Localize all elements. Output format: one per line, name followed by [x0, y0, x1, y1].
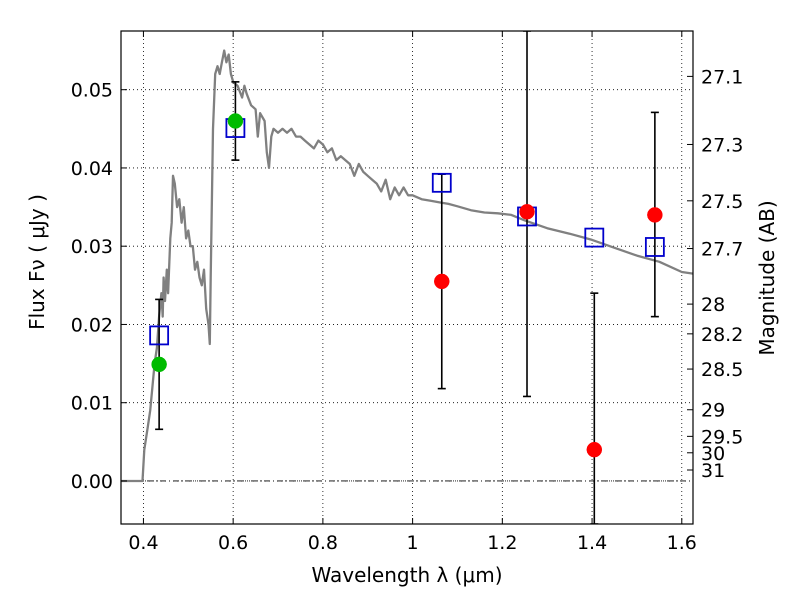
y-tick-label: 0.03: [71, 236, 113, 258]
observed-photometry-markers: [151, 113, 663, 458]
y-tick-label: 0.04: [71, 158, 113, 180]
x-tick-label: 1.6: [667, 532, 697, 554]
y-axis-label: Flux Fν ( μJy ): [25, 194, 49, 330]
model-sed-path: [121, 49, 693, 483]
model-sed-line: [121, 49, 693, 483]
magnitude-tick-label: 27.3: [701, 134, 743, 156]
model-photometry-square: [149, 325, 170, 346]
observed-photometry-point: [647, 207, 663, 223]
magnitude-tick-label: 29.5: [701, 426, 743, 448]
y-tick-label: 0.02: [71, 314, 113, 336]
y-axis-ticks: 0.00 0.01 0.02 0.03 0.04 0.05: [71, 80, 127, 493]
observed-photometry-point: [519, 204, 535, 220]
magnitude-tick-label: 27.5: [701, 191, 743, 213]
magnitude-tick-label: 27.1: [701, 66, 743, 88]
plot-frame: [120, 30, 694, 525]
x-tick-label: 0.4: [128, 532, 158, 554]
magnitude-tick-label: 31: [701, 460, 725, 482]
magnitude-tick-label: 28.2: [701, 324, 743, 346]
y-tick-label: 0.05: [71, 80, 113, 102]
model-photometry-square: [431, 172, 452, 193]
model-photometry-square: [584, 227, 605, 248]
x-axis-label: Wavelength λ (μm): [311, 563, 502, 587]
x-tick-label: 1.4: [577, 532, 607, 554]
plot-background: [121, 31, 693, 524]
x-tick-label: 1: [407, 532, 419, 554]
x-tick-label: 0.6: [218, 532, 248, 554]
magnitude-axis-label: Magnitude (AB): [755, 200, 779, 355]
magnitude-tick-label: 28.5: [701, 359, 743, 381]
observed-photometry-point: [227, 113, 244, 129]
magnitude-tick-label: 29: [701, 400, 725, 422]
x-tick-label: 0.8: [308, 532, 338, 554]
observed-photometry-point: [434, 273, 450, 290]
observed-photometry-point: [586, 441, 603, 458]
model-photometry-square: [644, 237, 665, 257]
x-axis-ticks: 0.4 0.6 0.8 1 1.2 1.4 1.6: [128, 31, 697, 554]
observed-photometry-point: [151, 356, 167, 373]
magnitude-tick-label: 28: [701, 294, 725, 316]
y-tick-label: 0.00: [71, 471, 113, 493]
y-tick-label: 0.01: [71, 393, 113, 415]
x-tick-label: 1.2: [487, 532, 517, 554]
magnitude-tick-label: 30: [701, 443, 725, 465]
magnitude-tick-label: 27.7: [701, 239, 743, 261]
